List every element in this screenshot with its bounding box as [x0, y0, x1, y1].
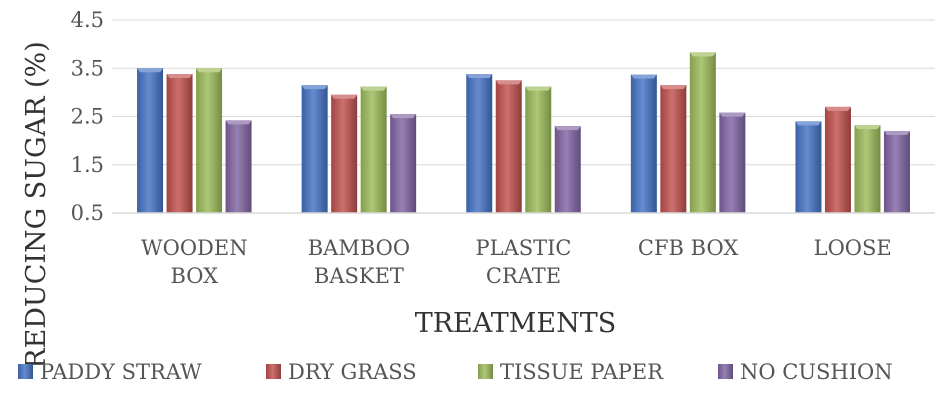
bar-body [466, 74, 493, 213]
bar-body [360, 86, 387, 213]
bar-body [301, 85, 328, 213]
bar [689, 52, 716, 213]
legend-label: NO CUSHION [740, 360, 893, 384]
bar-body [660, 85, 687, 213]
bar [225, 120, 252, 213]
x-category-label: CFB BOX [638, 236, 738, 260]
bar-body [525, 86, 552, 213]
bar [525, 86, 552, 213]
legend-swatch [478, 364, 493, 379]
bar [630, 74, 657, 214]
bar-body [824, 106, 851, 213]
bar-bevel [660, 85, 687, 90]
bar-bevel [225, 120, 252, 125]
bar-body [795, 121, 822, 213]
y-tick-label: 3.5 [71, 56, 104, 80]
legend-label: TISSUE PAPER [500, 360, 664, 384]
bar-body [331, 94, 358, 213]
bar-body [137, 68, 164, 213]
x-axis-categories: WOODEN BOX BAMBOO BASKET PLASTIC CRATE CFB BOX… [141, 236, 892, 288]
bar-bevel [495, 80, 522, 85]
bar [495, 80, 522, 213]
bar [824, 106, 851, 213]
legend-label: PADDY STRAW [40, 360, 202, 384]
bar-body [630, 74, 657, 214]
bar-bevel [525, 86, 552, 91]
y-tick-label: 2.5 [71, 105, 104, 129]
legend-swatch [718, 364, 733, 379]
bars [137, 52, 910, 214]
bar-bevel [196, 68, 223, 73]
bar-bevel [137, 68, 164, 73]
legend-entry: PADDY STRAW [18, 360, 202, 384]
x-axis-title: TREATMENTS [415, 308, 617, 339]
bar-bevel [824, 106, 851, 111]
bar-bevel [331, 94, 358, 99]
legend: PADDY STRAW DRY GRASS TISSUE PAPER NO CUSHI… [18, 360, 893, 384]
bar-bevel [390, 114, 417, 119]
x-category-label: BAMBOO BASKET [308, 236, 410, 288]
bar-bevel [554, 126, 581, 131]
legend-label: DRY GRASS [288, 360, 417, 384]
x-category-label: PLASTIC CRATE [476, 236, 572, 288]
bar-bevel [795, 121, 822, 126]
bar [554, 126, 581, 213]
bar [795, 121, 822, 213]
y-axis-title: REDUCING SUGAR (%) [21, 41, 52, 369]
legend-entry: DRY GRASS [266, 360, 417, 384]
legend-entry: TISSUE PAPER [478, 360, 664, 384]
bar-body [196, 68, 223, 213]
bar [390, 114, 417, 213]
bar-bevel [854, 125, 881, 130]
bar-bevel [360, 86, 387, 91]
legend-swatch [18, 364, 33, 379]
bar-body [883, 130, 910, 213]
y-axis-ticks: 0.5 1.5 2.5 3.5 4.5 [71, 8, 104, 225]
bar-bevel [883, 130, 910, 135]
bar-body [689, 52, 716, 213]
bar-bevel [166, 74, 193, 79]
bar-bevel [301, 85, 328, 90]
x-category-label: LOOSE [814, 236, 892, 260]
bar-body [854, 125, 881, 213]
bar-body [719, 112, 746, 213]
legend-swatch [266, 364, 281, 379]
bar [660, 85, 687, 213]
y-tick-label: 0.5 [71, 201, 104, 225]
bar [719, 112, 746, 213]
y-tick-label: 4.5 [71, 8, 104, 32]
bar [166, 74, 193, 213]
bar-body [554, 126, 581, 213]
bar-body [225, 120, 252, 213]
bar-bevel [719, 112, 746, 117]
bar [854, 125, 881, 213]
y-tick-label: 1.5 [71, 153, 104, 177]
bar [196, 68, 223, 213]
bar-bevel [689, 52, 716, 57]
bar-bevel [630, 74, 657, 79]
legend-entry: NO CUSHION [718, 360, 893, 384]
bar-body [390, 114, 417, 213]
bar [301, 85, 328, 213]
x-category-label: WOODEN BOX [141, 236, 248, 288]
bar [331, 94, 358, 213]
bar [883, 130, 910, 213]
bar [137, 68, 164, 213]
bar [360, 86, 387, 213]
bar [466, 74, 493, 213]
bar-body [495, 80, 522, 213]
bar-bevel [466, 74, 493, 79]
bar-body [166, 74, 193, 213]
